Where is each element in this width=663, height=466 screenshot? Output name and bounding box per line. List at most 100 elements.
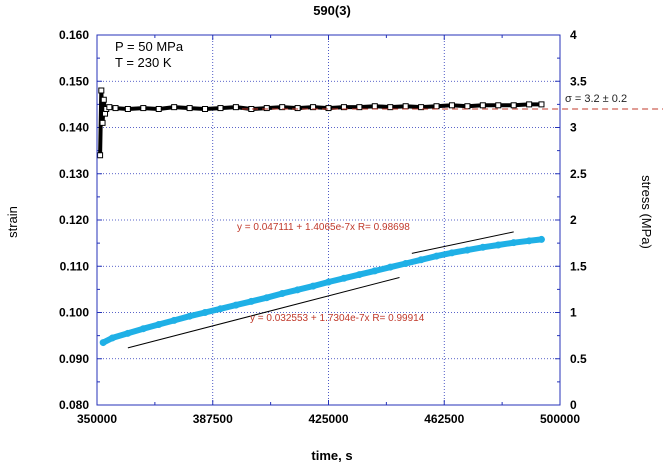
data-point-stress <box>387 104 394 111</box>
y-tick-label: 0.090 <box>59 352 89 366</box>
data-point-strain <box>216 305 224 313</box>
data-point-strain <box>355 271 363 279</box>
y2-tick-label: 0.5 <box>570 352 587 366</box>
condition-pressure: P = 50 MPa <box>115 39 184 54</box>
data-point-strain <box>417 256 425 264</box>
data-point-strain <box>139 325 147 333</box>
y2-tick-label: 1 <box>570 306 577 320</box>
data-point-stress <box>279 104 286 111</box>
chart-title: 590(3) <box>313 3 351 18</box>
y-tick-label: 0.100 <box>59 306 89 320</box>
data-point-stress <box>217 105 224 112</box>
x-tick-label: 462500 <box>424 412 464 426</box>
data-point-stress <box>112 105 119 112</box>
data-point-stress <box>464 103 471 110</box>
data-point-strain <box>186 312 194 320</box>
data-point-strain <box>463 246 471 254</box>
y-tick-label: 0.110 <box>60 259 90 273</box>
x-tick-label: 350000 <box>77 412 117 426</box>
data-point-strain <box>201 309 209 316</box>
data-point-strain <box>263 294 271 302</box>
data-point-stress <box>526 101 533 108</box>
y2-tick-label: 3 <box>570 121 577 135</box>
y-axis-label: strain <box>5 206 20 238</box>
data-point-strain <box>278 290 286 298</box>
series-band-stress <box>98 88 544 158</box>
data-point-strain <box>247 297 255 305</box>
data-point-stress <box>538 101 545 108</box>
y2-tick-label: 0 <box>570 398 577 412</box>
y2-axis-label: stress (MPa) <box>639 175 654 249</box>
data-point-strain <box>537 235 545 243</box>
x-tick-label: 500000 <box>540 412 580 426</box>
data-point-stress <box>340 104 347 111</box>
data-point-strain <box>402 259 410 267</box>
data-point-stress <box>171 104 178 111</box>
x-axis-label: time, s <box>311 448 352 463</box>
data-point-strain <box>448 249 456 257</box>
data-point-stress <box>371 103 378 110</box>
fit-label-upper: y = 0.047111 + 1.4065e-7x R= 0.98698 <box>237 222 410 233</box>
data-point-strain <box>371 267 379 275</box>
data-point-stress <box>106 104 113 111</box>
data-point-strain <box>124 329 132 337</box>
fit-line-0 <box>411 231 514 254</box>
grid <box>97 35 560 405</box>
data-point-strain <box>294 286 302 294</box>
y-tick-label: 0.120 <box>59 213 89 227</box>
y-tick-label: 0.150 <box>59 74 89 88</box>
fit-lines <box>127 231 514 349</box>
data-point-stress <box>510 102 517 109</box>
data-point-stress <box>97 152 104 159</box>
data-point-strain <box>99 339 107 347</box>
data-point-stress <box>310 104 317 111</box>
x-tick-label: 387500 <box>193 412 233 426</box>
data-point-strain <box>325 278 332 286</box>
data-point-stress <box>294 105 301 112</box>
data-point-strain <box>170 316 178 324</box>
data-point-stress <box>202 106 209 112</box>
fit-line-1 <box>127 276 400 349</box>
data-point-strain <box>494 241 502 249</box>
fit-label-lower: y = 0.032553 + 1.7304e-7x R= 0.99914 <box>250 313 425 324</box>
data-point-strain <box>525 237 533 245</box>
data-point-strain <box>340 274 348 282</box>
data-point-strain <box>108 334 116 342</box>
y2-tick-label: 4 <box>570 28 577 42</box>
x-tick-label: 425000 <box>308 412 348 426</box>
data-point-stress <box>418 104 425 111</box>
reference-line-label: σ = 3.2 ± 0.2 <box>565 93 627 105</box>
data-point-stress <box>98 87 105 94</box>
data-point-strain <box>433 252 441 260</box>
condition-temperature: T = 230 K <box>115 55 172 70</box>
series-band-strain <box>100 236 545 346</box>
y2-tick-label: 1.5 <box>570 259 587 273</box>
data-point-strain <box>479 243 487 251</box>
data-point-stress <box>325 105 332 112</box>
data-point-strain <box>386 263 394 271</box>
data-point-strain <box>510 239 518 247</box>
data-point-stress <box>124 106 131 112</box>
y-tick-label: 0.140 <box>59 121 89 135</box>
plot-frame <box>96 34 561 406</box>
data-point-stress <box>99 119 106 126</box>
data-point-stress <box>140 105 147 112</box>
data-point-stress <box>479 102 486 109</box>
data-point-stress <box>232 104 239 111</box>
y-tick-label: 0.130 <box>59 167 89 181</box>
data-point-stress <box>186 105 193 112</box>
data-point-strain <box>309 282 317 290</box>
data-point-stress <box>433 103 440 110</box>
data-point-stress <box>356 104 363 111</box>
data-point-stress <box>402 103 409 110</box>
data-point-stress <box>495 102 502 109</box>
data-point-stress <box>448 102 455 109</box>
y2-tick-label: 3.5 <box>570 74 587 88</box>
data-point-stress <box>263 105 270 112</box>
y-tick-label: 0.080 <box>59 398 89 412</box>
data-point-strain <box>232 301 240 309</box>
data-series <box>97 87 545 347</box>
data-point-strain <box>155 321 163 329</box>
data-point-stress <box>155 106 162 112</box>
